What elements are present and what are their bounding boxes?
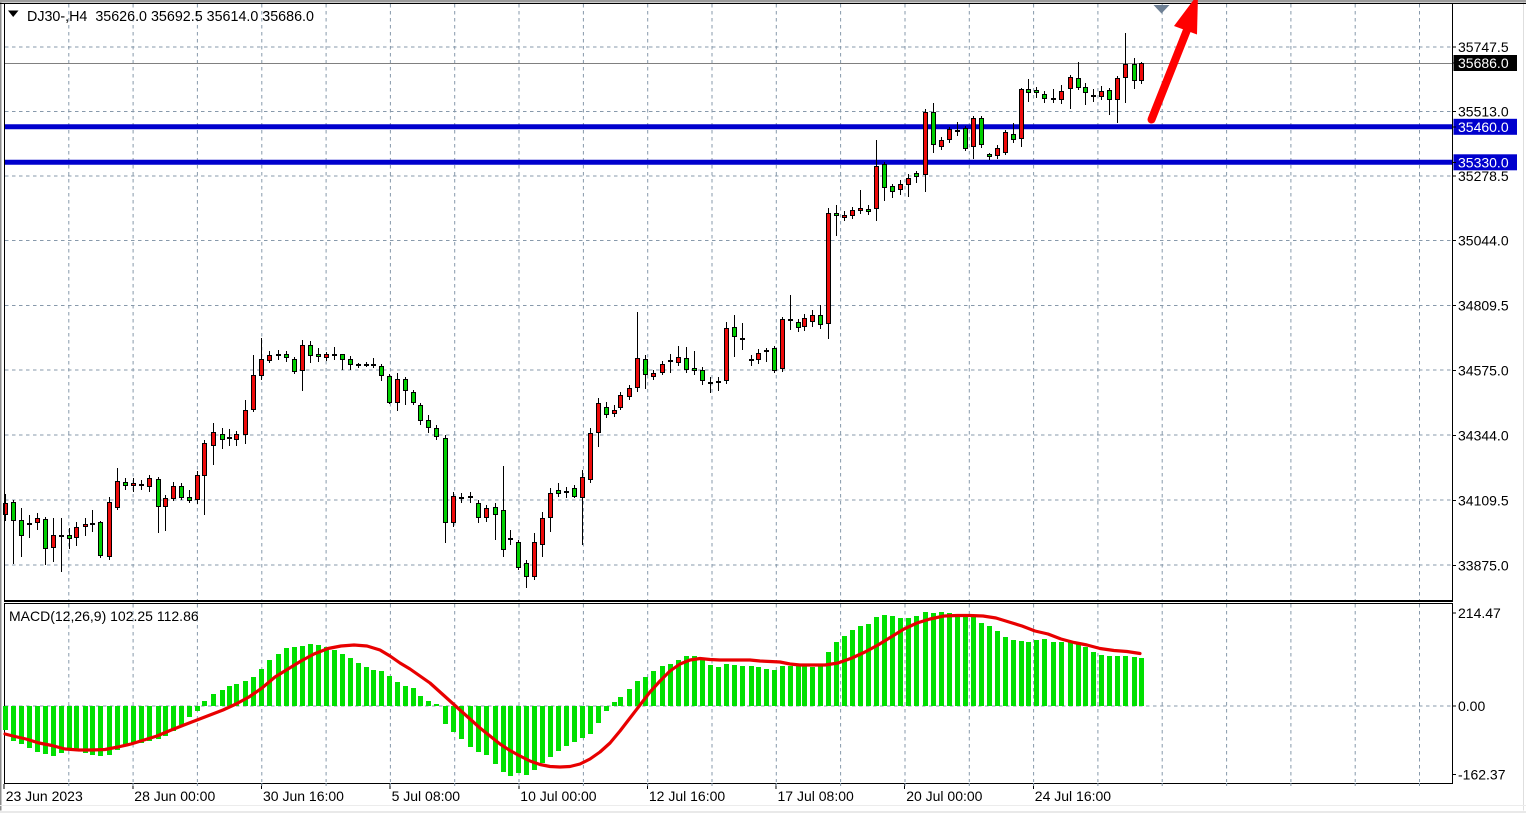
svg-text:17 Jul 08:00: 17 Jul 08:00 [778, 788, 854, 804]
svg-text:30 Jun 16:00: 30 Jun 16:00 [263, 788, 344, 804]
svg-text:20 Jul 00:00: 20 Jul 00:00 [906, 788, 982, 804]
svg-text:214.47: 214.47 [1458, 605, 1501, 621]
svg-text:23 Jun 2023: 23 Jun 2023 [6, 788, 83, 804]
svg-text:35044.0: 35044.0 [1458, 233, 1509, 249]
svg-text:35278.5: 35278.5 [1458, 168, 1509, 184]
svg-text:10 Jul 00:00: 10 Jul 00:00 [520, 788, 596, 804]
svg-text:35330.0: 35330.0 [1458, 154, 1509, 170]
svg-text:MACD(12,26,9) 102.25 112.86: MACD(12,26,9) 102.25 112.86 [9, 608, 199, 624]
svg-text:34344.0: 34344.0 [1458, 428, 1509, 444]
svg-text:5 Jul 08:00: 5 Jul 08:00 [392, 788, 461, 804]
svg-text:35686.0: 35686.0 [1458, 55, 1509, 71]
svg-text:34809.5: 34809.5 [1458, 298, 1509, 314]
svg-text:-162.37: -162.37 [1458, 767, 1506, 783]
svg-text:28 Jun 00:00: 28 Jun 00:00 [134, 788, 215, 804]
svg-text:12 Jul 16:00: 12 Jul 16:00 [649, 788, 725, 804]
svg-text:35513.0: 35513.0 [1458, 104, 1509, 120]
svg-text:24 Jul 16:00: 24 Jul 16:00 [1035, 788, 1111, 804]
svg-text:34575.0: 34575.0 [1458, 363, 1509, 379]
svg-text:35747.5: 35747.5 [1458, 39, 1509, 55]
svg-text:35460.0: 35460.0 [1458, 119, 1509, 135]
svg-text:DJ30-,H4 35626.0 35692.5 3561: DJ30-,H4 35626.0 35692.5 35614.0 35686.0 [27, 9, 314, 25]
svg-text:0.00: 0.00 [1458, 698, 1485, 714]
svg-text:33875.0: 33875.0 [1458, 558, 1509, 574]
svg-text:34109.5: 34109.5 [1458, 493, 1509, 509]
